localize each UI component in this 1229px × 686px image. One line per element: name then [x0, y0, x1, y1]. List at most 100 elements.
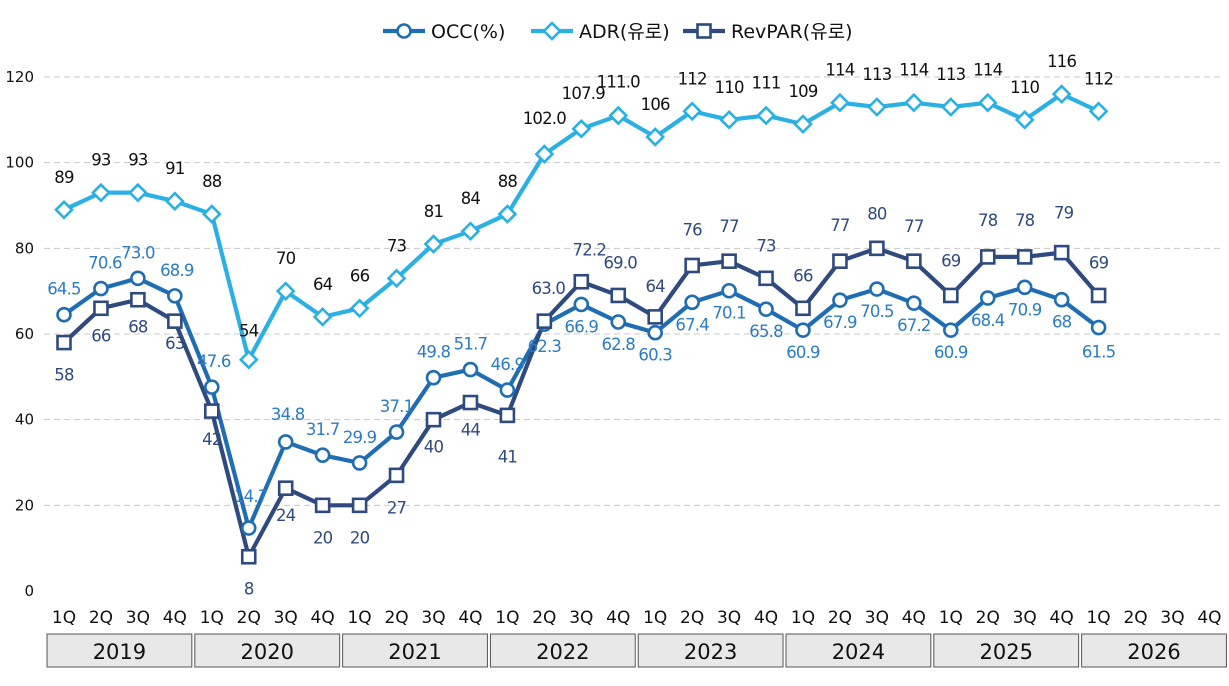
- data-label: 44: [461, 421, 481, 440]
- data-label: 113: [862, 65, 891, 84]
- data-label: 70.5: [860, 302, 894, 321]
- data-point: [460, 221, 481, 242]
- x-tick-label: 3Q: [717, 608, 741, 628]
- data-label: 73: [756, 236, 776, 255]
- legend-swatch-marker: [396, 23, 412, 39]
- y-tick-label: 0: [24, 582, 34, 600]
- data-label: 67.9: [823, 313, 857, 332]
- data-point: [167, 288, 183, 304]
- y-tick-label: 100: [5, 154, 34, 172]
- data-point: [684, 294, 700, 311]
- data-point: [312, 307, 333, 327]
- data-point: [979, 249, 996, 265]
- x-tick-label: 2Q: [976, 608, 1000, 628]
- data-point: [93, 300, 109, 317]
- data-label: 68.9: [160, 261, 194, 280]
- data-point: [130, 270, 146, 287]
- data-point: [238, 349, 259, 370]
- x-tick-label: 3Q: [1013, 608, 1037, 628]
- data-point: [93, 280, 109, 297]
- data-point: [906, 253, 922, 269]
- data-point: [793, 114, 813, 134]
- data-point: [830, 92, 850, 113]
- y-tick-label: 20: [15, 496, 34, 514]
- x-axis-quarter-ticks: 1Q 2Q 3Q 4Q 1Q 2Q 3Q 4Q 1Q 2Q 3Q 4Q 1Q 2Q 3Q 4Q 1Q 2Q 3Q 4Q…: [52, 608, 1222, 628]
- data-label: 112: [678, 69, 707, 88]
- data-label: 110: [1010, 78, 1039, 97]
- data-point: [573, 273, 590, 290]
- x-tick-label: 2Q: [89, 608, 113, 628]
- data-point: [979, 290, 996, 306]
- data-label: 77: [904, 217, 924, 236]
- data-point: [351, 497, 368, 514]
- x-tick-label: 3Q: [274, 608, 298, 628]
- legend-label: OCC(%): [431, 21, 505, 43]
- data-point: [128, 182, 148, 203]
- data-label: 114: [973, 61, 1002, 80]
- data-point: [1088, 101, 1109, 122]
- data-point: [1053, 291, 1070, 308]
- data-point: [795, 300, 811, 317]
- data-point: [314, 447, 331, 464]
- data-label: 88: [202, 172, 222, 191]
- data-point: [167, 313, 183, 329]
- data-point: [904, 92, 924, 113]
- data-label: 63: [165, 334, 185, 353]
- data-point: [534, 144, 555, 164]
- year-cell: [342, 633, 488, 668]
- data-point: [721, 282, 737, 299]
- x-tick-label: 2Q: [680, 608, 704, 628]
- data-point: [462, 361, 479, 378]
- data-point: [940, 97, 961, 117]
- x-tick-label: 4Q: [1197, 608, 1221, 628]
- data-label: 27: [387, 498, 407, 517]
- y-axis-ticks: 0 20 40 60 80 100 120: [5, 68, 34, 600]
- data-label: 62.3: [528, 337, 562, 356]
- data-point: [536, 313, 553, 329]
- data-label: 68.4: [971, 311, 1005, 330]
- year-label: 2024: [832, 640, 885, 664]
- data-label: 47.6: [197, 352, 231, 371]
- data-point: [832, 292, 848, 308]
- data-label: 114: [825, 61, 854, 80]
- data-label: 79: [1054, 204, 1074, 223]
- data-label: 20: [350, 528, 370, 547]
- x-tick-label: 1Q: [200, 608, 224, 628]
- x-tick-label: 1Q: [347, 608, 371, 628]
- data-label: 107.9: [562, 84, 606, 103]
- data-label: 40: [424, 438, 444, 457]
- legend-label: ADR(유로): [579, 21, 670, 43]
- year-cell: [785, 633, 932, 668]
- data-point: [130, 291, 146, 308]
- data-point: [425, 411, 442, 428]
- x-tick-label: 4Q: [458, 608, 482, 628]
- data-labels: 64.5 70.673.0 68.9 47.6 14.7 34.831.7 29.937.1…: [47, 52, 1116, 599]
- x-tick-label: 2Q: [532, 608, 556, 628]
- data-point: [91, 182, 111, 203]
- x-tick-label: 2Q: [1123, 608, 1147, 628]
- data-label: 89: [54, 168, 74, 187]
- data-point: [425, 369, 442, 386]
- data-label: 113: [936, 65, 965, 84]
- y-tick-label: 80: [15, 239, 34, 257]
- x-tick-label: 4Q: [1050, 608, 1074, 628]
- x-tick-label: 2Q: [237, 608, 261, 628]
- x-tick-label: 1Q: [495, 608, 519, 628]
- data-label: 66: [793, 266, 813, 285]
- data-label: 62.8: [601, 335, 635, 354]
- data-label: 68: [1052, 313, 1072, 332]
- data-label: 61.5: [1082, 343, 1116, 362]
- data-point: [462, 394, 479, 411]
- data-point: [867, 97, 887, 117]
- data-label: 76: [682, 220, 702, 239]
- data-point: [977, 92, 998, 113]
- data-label: 63.0: [532, 279, 566, 298]
- legend-swatch-marker: [696, 23, 712, 39]
- year-cell: [1081, 633, 1227, 668]
- data-label: 24: [276, 506, 296, 525]
- x-tick-label: 4Q: [163, 608, 187, 628]
- data-point: [1090, 287, 1107, 304]
- data-point: [573, 296, 590, 313]
- year-label: 2019: [93, 640, 146, 664]
- data-label: 29.9: [343, 428, 377, 447]
